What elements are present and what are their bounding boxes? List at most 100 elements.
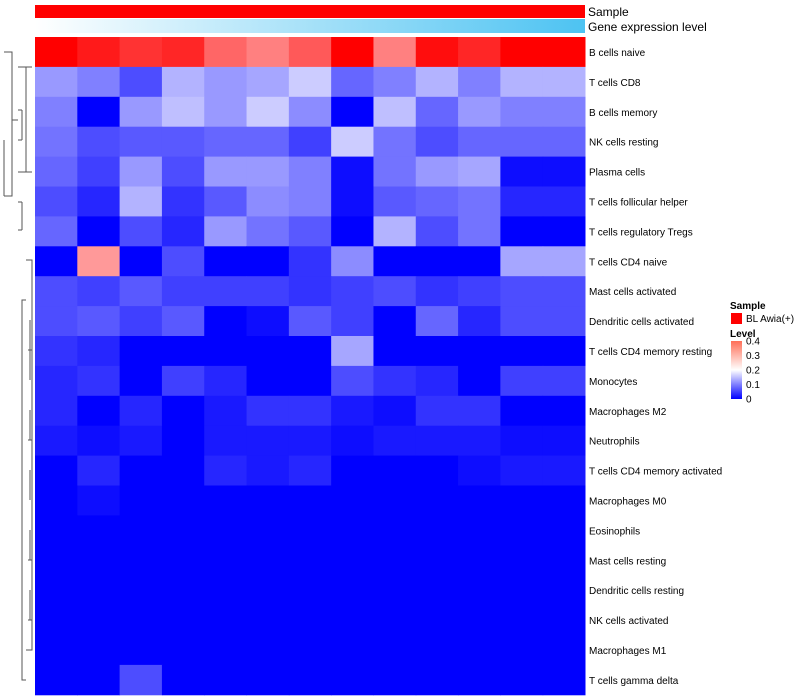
heatmap-cell (373, 545, 417, 576)
heatmap-cell (246, 455, 290, 486)
heatmap-cell (35, 425, 78, 457)
heatmap-cell (161, 575, 205, 606)
heatmap-cell (288, 605, 332, 636)
heatmap-cell (331, 485, 374, 516)
heatmap-cell (458, 575, 501, 606)
heatmap-cell (35, 66, 78, 98)
heatmap-cell (35, 186, 78, 217)
row-label: Mast cells activated (589, 287, 676, 298)
heatmap-cell (119, 425, 163, 457)
heatmap-cell (500, 545, 544, 576)
heatmap-cell (331, 96, 374, 128)
heatmap-cell (246, 96, 290, 128)
heatmap-cell (415, 485, 459, 516)
heatmap-cell (542, 455, 586, 486)
row-label: Eosinophils (589, 526, 640, 537)
heatmap-cells (35, 37, 586, 696)
row-label: Plasma cells (589, 168, 645, 179)
heatmap-cell (119, 664, 163, 696)
heatmap-cell (119, 306, 163, 337)
sample-track-label: Sample (588, 5, 629, 19)
heatmap-cell (542, 156, 586, 187)
heatmap-cell (500, 126, 544, 158)
heatmap-cell (161, 246, 205, 277)
heatmap-cell (119, 395, 163, 427)
heatmap-cell (288, 186, 332, 217)
heatmap-cell (246, 126, 290, 158)
row-labels: B cells naive T cells CD8 B cells memory NK… (589, 48, 722, 687)
heatmap-cell (288, 216, 332, 247)
heatmap-cell (77, 276, 121, 307)
heatmap-cell (500, 66, 544, 98)
heatmap-cell (542, 336, 586, 367)
heatmap-cell (204, 575, 248, 606)
level-colorbar (731, 341, 742, 399)
heatmap-cell (204, 126, 248, 158)
heatmap-cell (204, 306, 248, 337)
heatmap-cell (77, 96, 121, 128)
heatmap-cell (161, 635, 205, 666)
heatmap-cell (77, 246, 121, 277)
heatmap-cell (331, 664, 374, 696)
row-label: T cells CD4 memory resting (589, 347, 712, 358)
heatmap-cell (204, 425, 248, 457)
heatmap-cell (204, 395, 248, 427)
heatmap-cell (500, 395, 544, 427)
row-label: Neutrophils (589, 437, 640, 448)
heatmap-cell (204, 96, 248, 128)
heatmap-cell (373, 66, 417, 98)
heatmap-cell (119, 515, 163, 546)
heatmap-cell (331, 365, 374, 397)
heatmap-cell (35, 365, 78, 397)
heatmap-cell (35, 37, 78, 68)
heatmap-cell (119, 126, 163, 158)
heatmap-cell (246, 276, 290, 307)
heatmap-cell (161, 365, 205, 397)
row-label: Macrophages M0 (589, 496, 667, 507)
row-label: Dendritic cells activated (589, 317, 694, 328)
heatmap-cell (77, 156, 121, 187)
heatmap-cell (204, 485, 248, 516)
level-tick-label: 0.2 (746, 366, 760, 377)
heatmap-cell (288, 37, 332, 68)
heatmap-cell (246, 575, 290, 606)
heatmap-cell (500, 306, 544, 337)
heatmap-cell (373, 635, 417, 666)
level-legend-title: Level (730, 329, 756, 340)
heatmap-cell (204, 186, 248, 217)
heatmap-cell (77, 575, 121, 606)
heatmap-cell (246, 605, 290, 636)
heatmap-cell (331, 515, 374, 546)
sample-annotation-bar (35, 5, 585, 18)
heatmap-cell (331, 635, 374, 666)
heatmap-cell (373, 425, 417, 457)
heatmap-cell (458, 336, 501, 367)
heatmap-cell (458, 246, 501, 277)
heatmap-cell (288, 336, 332, 367)
heatmap-cell (542, 216, 586, 247)
heatmap-cell (373, 37, 417, 68)
heatmap-cell (331, 37, 374, 68)
heatmap-cell (542, 425, 586, 457)
heatmap-cell (458, 126, 501, 158)
heatmap-cell (77, 425, 121, 457)
heatmap-cell (161, 126, 205, 158)
heatmap-cell (331, 66, 374, 98)
level-legend-ticks: 0.4 0.3 0.2 0.1 0 (746, 337, 760, 406)
sample-legend-swatch (731, 313, 742, 324)
heatmap-cell (373, 664, 417, 696)
heatmap-cell (246, 545, 290, 576)
heatmap-cell (77, 485, 121, 516)
heatmap-cell (77, 395, 121, 427)
heatmap-cell (246, 664, 290, 696)
heatmap-cell (119, 605, 163, 636)
heatmap-cell (161, 66, 205, 98)
heatmap-cell (415, 395, 459, 427)
heatmap-cell (77, 515, 121, 546)
heatmap-cell (35, 455, 78, 486)
heatmap-cell (500, 216, 544, 247)
heatmap-cell (458, 485, 501, 516)
heatmap-cell (204, 336, 248, 367)
heatmap-cell (500, 246, 544, 277)
heatmap-cell (542, 186, 586, 217)
